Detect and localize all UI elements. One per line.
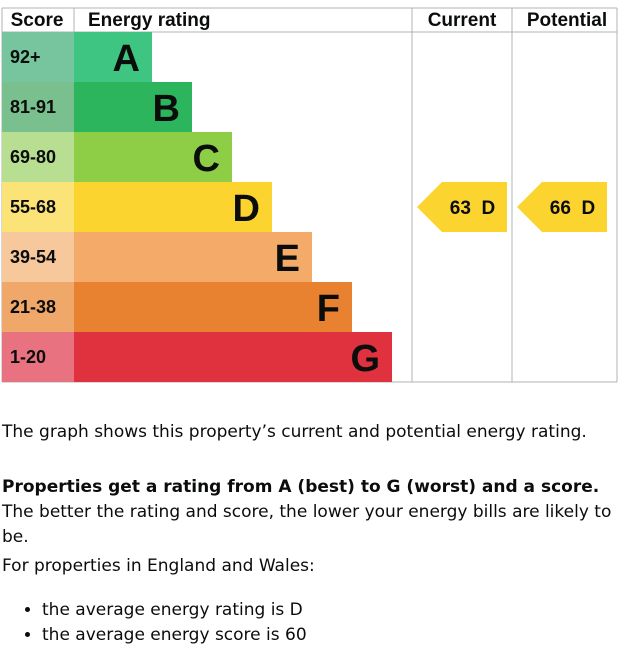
current-header: Current xyxy=(428,10,497,31)
potential-arrow xyxy=(517,182,607,232)
rating-bar-a xyxy=(74,32,152,82)
energy-rating-chart: 92+ A81-91 B69-80 C55-68 D39-54 E21-38 F1-20 G … xyxy=(1,7,618,383)
rating-explanation-rest: The better the rating and score, the low… xyxy=(2,502,612,547)
rating-arrows: 63 D 66 D xyxy=(417,182,607,232)
current-arrow xyxy=(417,182,507,232)
score-cell xyxy=(2,32,74,82)
energy-rating-header: Energy rating xyxy=(88,10,210,31)
score-cell xyxy=(2,332,74,382)
region-note: For properties in England and Wales: xyxy=(2,556,315,576)
rating-bar-f xyxy=(74,282,352,332)
score-label: 1-20 xyxy=(10,347,46,367)
score-cell xyxy=(2,232,74,282)
rating-bar-c xyxy=(74,132,232,182)
score-cell xyxy=(2,182,74,232)
rating-bar-b xyxy=(74,82,192,132)
potential-rating-label: 66 D xyxy=(550,198,595,219)
potential-header: Potential xyxy=(527,10,607,31)
averages-list: the average energy rating is D the avera… xyxy=(0,598,307,648)
list-item: the average energy rating is D xyxy=(42,598,307,623)
score-cell xyxy=(2,132,74,182)
graph-description: The graph shows this property’s current … xyxy=(2,422,587,442)
rating-bar-g xyxy=(74,332,392,382)
score-label: 39-54 xyxy=(10,247,56,267)
rating-explanation-bold: Properties get a rating from A (best) to… xyxy=(2,477,600,497)
rating-letter: A xyxy=(113,38,140,80)
list-item: the average energy score is 60 xyxy=(42,623,307,648)
rating-bands: 92+ A 81-91 B 69-80 C 55-68 D 39-54 E 21-38 F 1-20 G xyxy=(2,32,392,382)
rating-letter: G xyxy=(350,338,380,380)
rating-letter: F xyxy=(317,288,340,330)
rating-bar-e xyxy=(74,232,312,282)
score-label: 55-68 xyxy=(10,197,56,217)
score-header: Score xyxy=(11,10,64,31)
rating-letter: E xyxy=(275,238,300,280)
score-cell xyxy=(2,82,74,132)
rating-letter: C xyxy=(193,138,220,180)
score-cell xyxy=(2,282,74,332)
score-label: 69-80 xyxy=(10,147,56,167)
score-label: 21-38 xyxy=(10,297,56,317)
score-label: 81-91 xyxy=(10,97,56,117)
score-label: 92+ xyxy=(10,47,41,67)
rating-letter: D xyxy=(233,188,260,230)
rating-letter: B xyxy=(153,88,180,130)
rating-explanation: Properties get a rating from A (best) to… xyxy=(2,475,622,550)
current-rating-label: 63 D xyxy=(450,198,495,219)
rating-bar-d xyxy=(74,182,272,232)
